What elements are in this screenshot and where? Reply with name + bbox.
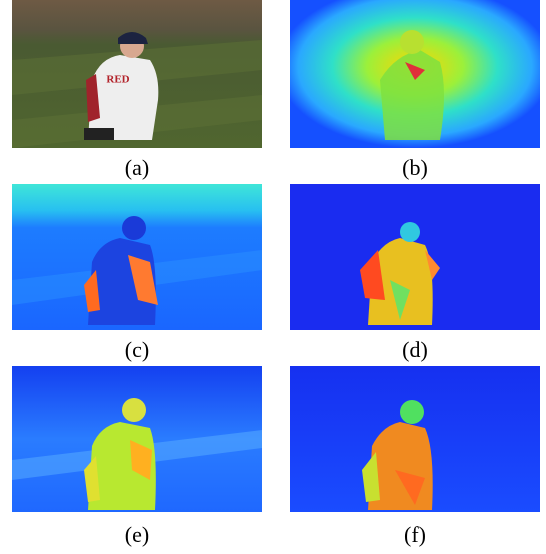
caption: (f) — [404, 522, 426, 547]
panel-e — [12, 366, 262, 512]
caption: (b) — [402, 155, 428, 180]
caption: (c) — [125, 337, 149, 362]
panel-b — [290, 0, 540, 148]
panel-c — [12, 184, 262, 330]
jersey-text: RED — [106, 74, 129, 86]
page: RED — [0, 0, 546, 554]
panel-d — [290, 184, 540, 330]
figure: RED — [0, 0, 546, 554]
caption: (d) — [402, 337, 428, 362]
panel-a: RED — [12, 0, 262, 148]
caption: (e) — [125, 522, 149, 547]
panel-f — [290, 366, 540, 512]
caption: (a) — [125, 155, 149, 180]
